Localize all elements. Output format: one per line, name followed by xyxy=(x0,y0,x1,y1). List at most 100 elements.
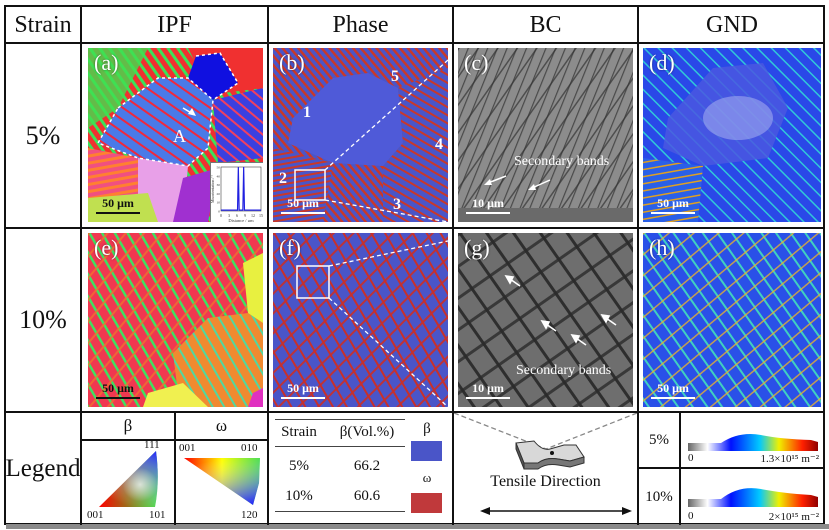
arrow-icons xyxy=(504,274,617,346)
colorbar-min: 0 xyxy=(688,452,694,464)
phase-map-f xyxy=(273,233,448,407)
panel-f-phase-10pct: (f) 50 μm xyxy=(273,233,448,407)
legend-beta-title: β xyxy=(123,416,133,435)
header-strain: Strain xyxy=(14,11,72,38)
colorbar-max: 1.3×10¹⁵ m⁻² xyxy=(760,453,820,465)
legend-omega-title: ω xyxy=(215,416,228,435)
panel-label: (e) xyxy=(94,235,119,260)
tensile-specimen-legend: Tensile Direction xyxy=(453,412,638,525)
bc-map-g xyxy=(458,233,633,407)
grid-line xyxy=(267,5,269,525)
inset-y-tick-label: 30 xyxy=(217,183,221,187)
row-label-5pct: 5% xyxy=(25,120,61,150)
table-cell-strain: 10% xyxy=(285,488,313,504)
phase-key-beta-label: β xyxy=(423,421,431,437)
inset-y-tick-label: 10 xyxy=(217,201,221,205)
grid-line xyxy=(4,42,825,44)
scale-bar-label: 10 μm xyxy=(472,196,504,210)
phase-key-omega-swatch xyxy=(411,493,442,513)
gnd-colorbar-10pct: 0 2×10¹⁵ m⁻² xyxy=(681,469,825,525)
scale-bar-label: 50 μm xyxy=(102,381,134,395)
grid-line xyxy=(452,5,454,525)
grid-line xyxy=(637,5,639,525)
zoom-region-box xyxy=(296,265,330,299)
gnd-colorbar xyxy=(688,434,818,451)
panel-label: (a) xyxy=(94,50,119,75)
colorbar-min: 0 xyxy=(688,510,694,522)
panel-label: (f) xyxy=(279,235,301,260)
scale-bar-label: 50 μm xyxy=(287,196,319,210)
header-gnd: GND xyxy=(706,11,758,38)
grid-line xyxy=(80,439,269,441)
panel-label: (c) xyxy=(464,50,489,75)
scale-bar: 10 μm xyxy=(466,196,510,214)
scale-bar-label: 10 μm xyxy=(472,381,504,395)
grain-label-a: A xyxy=(173,126,186,146)
scale-bar-label: 50 μm xyxy=(102,196,134,210)
scale-bar-label: 50 μm xyxy=(657,381,689,395)
gnd-colorbar-5pct: 0 1.3×10¹⁵ m⁻² xyxy=(681,413,825,467)
panel-b-phase-5pct: (b) 1 2 3 4 5 50 μm xyxy=(273,48,448,222)
scale-bar-label: 50 μm xyxy=(287,381,319,395)
ipf-corner-label: 120 xyxy=(241,509,258,521)
grid-line xyxy=(4,411,825,413)
region-label: 1 xyxy=(303,104,311,121)
phase-fraction-legend: Strain β(Vol.%) 5% 66.2 10% 60.6 β ω xyxy=(269,413,452,525)
panel-label: (g) xyxy=(464,235,490,260)
table-cell-beta-vol: 66.2 xyxy=(353,458,381,474)
panel-label: (b) xyxy=(279,50,305,75)
grid-line xyxy=(4,227,825,229)
misorientation-profile-line xyxy=(221,166,261,211)
arrow-icon xyxy=(531,179,551,189)
grid-line xyxy=(174,412,176,525)
header-phase: Phase xyxy=(332,11,389,38)
frame-shadow xyxy=(6,524,829,529)
scale-bar: 10 μm xyxy=(466,381,510,399)
region-label: 3 xyxy=(393,196,401,213)
ipf-map-e xyxy=(88,233,263,407)
row-label-10pct: 10% xyxy=(19,305,67,334)
region-label: 5 xyxy=(391,68,399,85)
scale-bar: 50 μm xyxy=(281,381,325,399)
ipf-triangle-beta xyxy=(99,451,158,507)
scale-bar-label: 50 μm xyxy=(657,196,689,210)
secondary-bands-label: Secondary bands xyxy=(514,154,610,169)
inset-x-tick-label: 12 xyxy=(251,213,255,218)
ipf-key-omega: 001 010 120 xyxy=(176,441,267,525)
inset-y-axis-label: Misorientation / ° xyxy=(211,174,215,203)
inset-y-tick-label: 40 xyxy=(217,174,221,178)
ipf-corner-label: 010 xyxy=(241,442,258,454)
colorbar-max: 2×10¹⁵ m⁻² xyxy=(768,511,819,523)
gnd-map-d xyxy=(643,48,821,222)
inset-plot-frame xyxy=(220,166,262,212)
ipf-corner-label: 101 xyxy=(149,509,166,521)
inset-x-tick-label: 15 xyxy=(259,213,263,218)
phase-key-omega-label: ω xyxy=(422,470,432,485)
panel-h-gnd-10pct: (h) 50 μm xyxy=(643,233,821,407)
table-cell-beta-vol: 60.6 xyxy=(353,488,381,504)
inset-x-tick-label: 6 xyxy=(236,213,238,218)
inset-x-tick-label: 3 xyxy=(228,213,230,218)
inset-x-axis-label: Distance / μm xyxy=(228,218,254,222)
gnd-legend-strain-10: 10% xyxy=(645,488,673,505)
inset-y-tick-label: 20 xyxy=(217,192,221,196)
row-label-legend: Legend xyxy=(5,455,81,482)
scale-bar: 50 μm xyxy=(281,196,325,214)
inset-y-tick-label: 0 xyxy=(218,210,220,214)
scale-bar: 50 μm xyxy=(651,196,695,214)
ipf-corner-label: 001 xyxy=(179,442,196,454)
bc-map-c xyxy=(458,48,633,222)
panel-label: (h) xyxy=(649,235,675,260)
ipf-corner-label: 111 xyxy=(144,439,160,451)
panel-a-ipf-5pct: (a) A 50 μm 0 3 6 9 12 15 0 10 20 30 40 50 Distance … xyxy=(88,48,263,222)
tensile-direction-caption: Tensile Direction xyxy=(490,473,601,490)
tensile-specimen-diagram xyxy=(453,412,638,515)
panel-e-ipf-10pct: (e) 50 μm xyxy=(88,233,263,407)
panel-c-bc-5pct: (c) Secondary bands 10 μm xyxy=(458,48,633,222)
header-ipf: IPF xyxy=(157,11,192,38)
table-header-strain: Strain xyxy=(281,424,317,440)
header-bc: BC xyxy=(529,11,562,38)
panel-label: (d) xyxy=(649,50,675,75)
phase-map-b xyxy=(273,48,448,222)
